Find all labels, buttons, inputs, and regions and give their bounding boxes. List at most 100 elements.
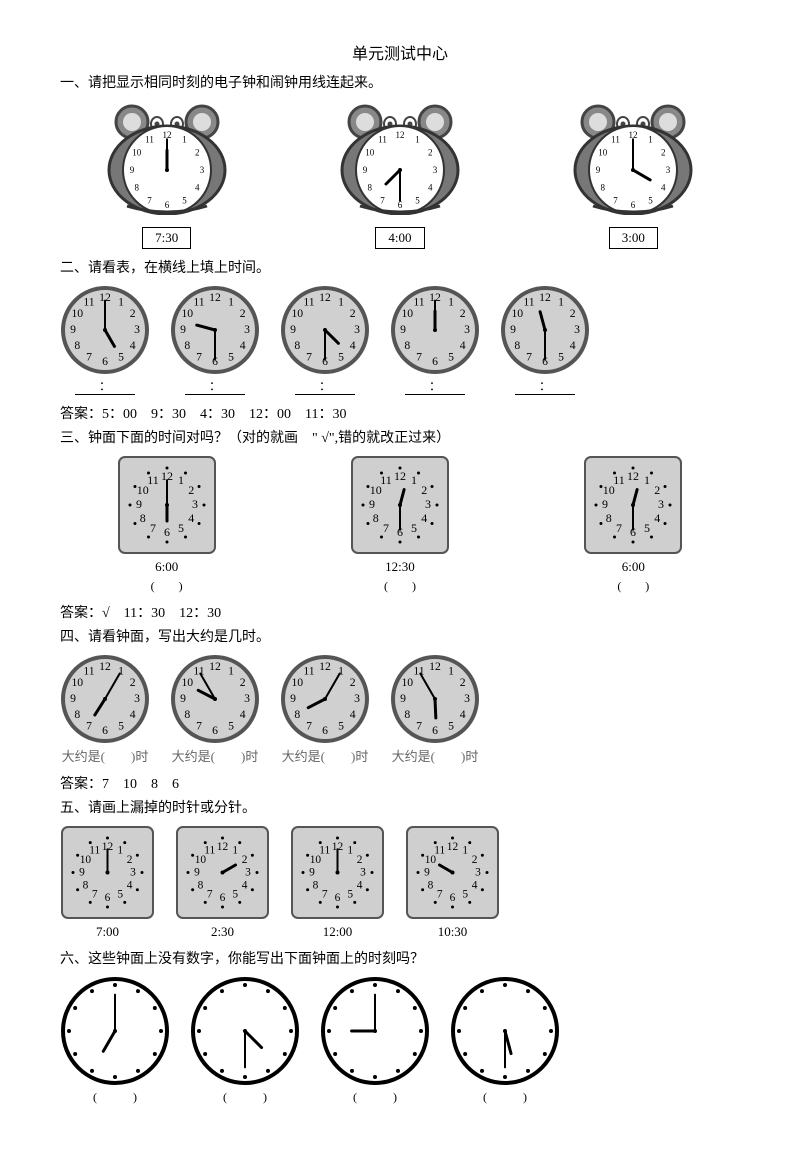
svg-text:2: 2 bbox=[421, 483, 427, 497]
svg-text:1: 1 bbox=[117, 844, 123, 856]
svg-text:5: 5 bbox=[644, 521, 650, 535]
page-title: 单元测试中心 bbox=[60, 40, 740, 64]
svg-text:5: 5 bbox=[228, 720, 234, 733]
svg-text:4: 4 bbox=[188, 511, 194, 525]
svg-text:8: 8 bbox=[198, 879, 204, 891]
svg-text:9: 9 bbox=[309, 867, 315, 879]
svg-text:11: 11 bbox=[89, 844, 100, 856]
svg-text:6: 6 bbox=[105, 892, 111, 904]
svg-text:9: 9 bbox=[70, 323, 76, 336]
svg-text:2: 2 bbox=[570, 307, 576, 320]
blank-clock-item: ( ) bbox=[190, 976, 300, 1105]
svg-text:7: 7 bbox=[147, 195, 152, 205]
svg-text:1: 1 bbox=[118, 295, 124, 308]
svg-text:8: 8 bbox=[184, 339, 190, 352]
svg-text:2: 2 bbox=[460, 676, 466, 689]
svg-text:2: 2 bbox=[242, 854, 248, 866]
svg-text:4: 4 bbox=[240, 339, 246, 352]
svg-text:5: 5 bbox=[232, 889, 238, 901]
svg-text:12: 12 bbox=[217, 841, 229, 853]
alarm-clock: 123456789101112 bbox=[330, 100, 470, 215]
approx-clock-item: 123456789101112大约是( )时 bbox=[280, 654, 370, 765]
q3-text: 三、钟面下面的时间对吗？（对的就画 " √",错的就改正过来） bbox=[60, 427, 740, 447]
svg-text:10: 10 bbox=[365, 148, 375, 158]
svg-text:3: 3 bbox=[666, 165, 671, 175]
svg-text:7: 7 bbox=[616, 521, 622, 535]
square-clock-item: 1234567891011126:00( ) bbox=[117, 455, 217, 594]
svg-text:2: 2 bbox=[240, 676, 246, 689]
svg-text:5: 5 bbox=[649, 195, 654, 205]
q3-answer: 答案：√ 11：30 12：30 bbox=[60, 602, 740, 622]
digital-clock: 3:00 bbox=[609, 227, 658, 249]
svg-text:9: 9 bbox=[369, 497, 375, 511]
svg-text:1: 1 bbox=[558, 295, 564, 308]
svg-text:5: 5 bbox=[338, 720, 344, 733]
svg-text:9: 9 bbox=[136, 497, 142, 511]
q6-clocks: ( )( )( )( ) bbox=[60, 976, 740, 1105]
svg-text:7: 7 bbox=[86, 720, 92, 733]
digital-clock: 7:30 bbox=[142, 227, 191, 249]
svg-text:11: 11 bbox=[319, 844, 330, 856]
svg-text:9: 9 bbox=[129, 165, 134, 175]
blank-clock-item: ( ) bbox=[60, 976, 170, 1105]
svg-text:11: 11 bbox=[303, 295, 314, 308]
svg-text:8: 8 bbox=[294, 708, 300, 721]
svg-text:4: 4 bbox=[472, 879, 478, 891]
svg-text:1: 1 bbox=[232, 844, 238, 856]
svg-text:5: 5 bbox=[462, 889, 468, 901]
draw-clock-item: 1234567891011122:30 bbox=[175, 825, 270, 940]
svg-text:3: 3 bbox=[433, 165, 438, 175]
svg-text:6: 6 bbox=[212, 724, 218, 737]
svg-text:2: 2 bbox=[240, 307, 246, 320]
q4-text: 四、请看钟面，写出大约是几时。 bbox=[60, 626, 740, 646]
svg-text:12: 12 bbox=[209, 660, 221, 673]
svg-text:12: 12 bbox=[447, 841, 459, 853]
svg-text:12: 12 bbox=[319, 660, 331, 673]
svg-text:4: 4 bbox=[242, 879, 248, 891]
svg-text:3: 3 bbox=[134, 323, 140, 336]
svg-text:12: 12 bbox=[395, 130, 404, 140]
svg-text:10: 10 bbox=[401, 676, 413, 689]
svg-text:4: 4 bbox=[421, 511, 427, 525]
svg-text:8: 8 bbox=[367, 183, 372, 193]
svg-text:4: 4 bbox=[661, 183, 666, 193]
clock-item: 123456789101112： bbox=[170, 285, 260, 395]
q6-text: 六、这些钟面上没有数字，你能写出下面钟面上的时刻吗？ bbox=[60, 948, 740, 968]
q5-clocks: 1234567891011127:001234567891011122:3012… bbox=[60, 825, 740, 940]
svg-text:10: 10 bbox=[181, 307, 193, 320]
svg-text:5: 5 bbox=[448, 351, 454, 364]
svg-text:1: 1 bbox=[448, 295, 454, 308]
svg-text:1: 1 bbox=[462, 844, 468, 856]
svg-text:2: 2 bbox=[428, 148, 433, 158]
square-clock-item: 1234567891011126:00( ) bbox=[583, 455, 683, 594]
svg-text:3: 3 bbox=[360, 867, 366, 879]
svg-text:2: 2 bbox=[350, 676, 356, 689]
svg-text:9: 9 bbox=[400, 692, 406, 705]
svg-text:9: 9 bbox=[180, 323, 186, 336]
svg-text:3: 3 bbox=[425, 497, 431, 511]
svg-text:12: 12 bbox=[394, 469, 406, 483]
svg-text:2: 2 bbox=[655, 483, 661, 497]
svg-text:3: 3 bbox=[354, 323, 360, 336]
svg-text:3: 3 bbox=[464, 692, 470, 705]
svg-text:4: 4 bbox=[350, 708, 356, 721]
svg-text:6: 6 bbox=[220, 892, 226, 904]
svg-text:3: 3 bbox=[658, 497, 664, 511]
svg-text:8: 8 bbox=[134, 183, 139, 193]
svg-text:5: 5 bbox=[338, 351, 344, 364]
svg-text:2: 2 bbox=[472, 854, 478, 866]
svg-text:5: 5 bbox=[117, 889, 123, 901]
svg-text:7: 7 bbox=[207, 889, 213, 901]
svg-text:11: 11 bbox=[378, 135, 387, 145]
svg-text:12: 12 bbox=[319, 291, 331, 304]
svg-text:10: 10 bbox=[599, 148, 609, 158]
svg-text:3: 3 bbox=[192, 497, 198, 511]
svg-text:9: 9 bbox=[363, 165, 368, 175]
svg-text:4: 4 bbox=[130, 339, 136, 352]
svg-text:5: 5 bbox=[228, 351, 234, 364]
svg-text:8: 8 bbox=[601, 183, 606, 193]
svg-text:10: 10 bbox=[291, 307, 303, 320]
svg-text:7: 7 bbox=[416, 720, 422, 733]
svg-text:8: 8 bbox=[606, 511, 612, 525]
svg-text:4: 4 bbox=[130, 708, 136, 721]
